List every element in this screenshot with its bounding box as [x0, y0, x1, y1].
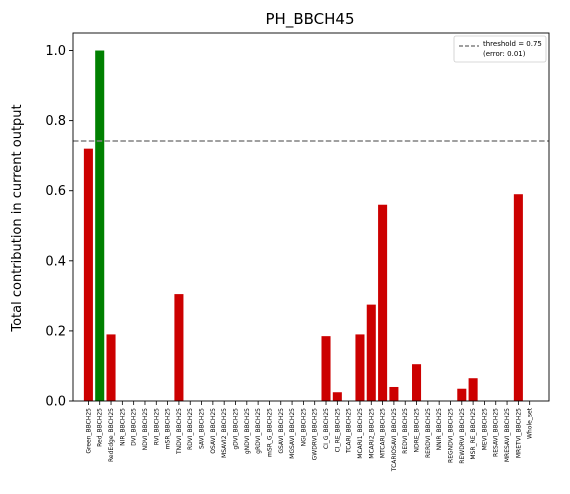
y-tick-label: 0.8	[45, 114, 66, 129]
bar-MCARI2_BBCH25	[366, 304, 376, 401]
x-tick-label: NDRE_BBCH25	[414, 408, 421, 453]
axes: 0.0 0.2 0.4 0.6 0.8 1.0 Green_BBCH25 Red_BBCH25…	[45, 32, 550, 472]
bar-TNDVI_BBCH25	[174, 294, 184, 401]
x-tick-label: Whole_set	[527, 407, 534, 439]
bar-Green_BBCH25	[83, 148, 93, 401]
bar-CI_RE_BBCH25	[332, 392, 342, 401]
plot-area	[83, 50, 523, 402]
bar-REWDRVI_BBCH25	[457, 388, 467, 401]
x-tick-label: CI_RE_BBCH25	[334, 408, 341, 453]
legend-box	[453, 35, 547, 63]
x-tick-label: RERDVI_BBCH25	[425, 408, 432, 458]
x-tick-label: MSAVI2_BBCH25	[221, 408, 228, 458]
x-tick-label: MCARI2_BBCH25	[368, 408, 375, 459]
legend: threshold = 0.75 (error: 0.01)	[453, 35, 547, 63]
x-tick-label: MTCARI_BBCH25	[380, 408, 387, 458]
bar-TCARIOSAVI_BBCH25	[389, 386, 399, 401]
x-tick-label: REGNDVI_BBCH25	[447, 408, 454, 463]
x-tick-label: RESAVI_BBCH25	[493, 408, 500, 457]
chart-title: PH_BBCH45	[266, 10, 355, 29]
x-tick-label: gNDVI_BBCH25	[244, 408, 251, 454]
x-tick-label: NNIR_BBCH25	[436, 408, 443, 451]
x-tick-label: GSAVI_BBCH25	[278, 408, 285, 454]
x-tick-label: gDVI_BBCH25	[233, 408, 240, 450]
axes-frame	[72, 32, 550, 402]
x-tick-label: MGSAVI_BBCH25	[289, 408, 296, 459]
y-tick-label: 0.0	[45, 395, 66, 410]
x-tick-label: RVI_BBCH25	[153, 408, 160, 445]
y-tick-label: 0.6	[45, 184, 66, 199]
x-tick-label: MRETVI_BBCH25	[515, 408, 522, 458]
x-tick-label: RDVI_BBCH25	[187, 408, 194, 450]
bar-MSR_RE_BBCH25	[468, 378, 478, 401]
x-tick-label: MRESAVI_BBCH25	[504, 408, 511, 462]
bar-RedEdge_BBCH25	[106, 334, 116, 401]
x-tick-label: MEVI_BBCH25	[481, 408, 488, 450]
bar-NDRE_BBCH25	[412, 364, 422, 401]
x-tick-label: TNDVI_BBCH25	[176, 408, 183, 455]
y-tick-label: 1.0	[45, 44, 66, 59]
x-tick-label: OSAVI_BBCH25	[210, 408, 217, 454]
y-axis-label: Total contribution in current output	[10, 104, 25, 332]
legend-error-label: (error: 0.01)	[483, 50, 526, 58]
x-tick-label: MCARI1_BBCH25	[357, 408, 364, 459]
x-tick-label: MSR_RE_BBCH25	[470, 408, 477, 460]
x-tick-label: NGI_BBCH25	[300, 408, 307, 447]
bar-MTCARI_BBCH25	[378, 204, 388, 401]
x-tick-label: mSR_G_BBCH25	[266, 408, 273, 457]
bar-MRETVI_BBCH25	[513, 194, 523, 401]
x-tick-label: RedEdge_BBCH25	[108, 408, 115, 462]
legend-label: threshold = 0.75	[483, 40, 542, 48]
y-tick-label: 0.4	[45, 254, 66, 269]
x-tick-label: REWDRVI_BBCH25	[459, 408, 466, 464]
bar-CI_G_BBCH25	[321, 336, 331, 401]
x-tick-label: TCARIOSAVI_BBCH25	[391, 408, 398, 472]
x-tick-label: gRDVI_BBCH25	[255, 408, 262, 454]
x-tick-label: Green_BBCH25	[85, 408, 92, 454]
x-tick-label: SAVI_BBCH25	[199, 408, 206, 449]
x-tick-label: REDVI_BBCH25	[402, 408, 409, 454]
x-tick-label: NDVI_BBCH25	[142, 408, 149, 451]
bar-MCARI1_BBCH25	[355, 334, 365, 401]
x-tick-label: mSR_BBCH25	[165, 408, 172, 449]
x-tick-label: CI_G_BBCH25	[323, 408, 330, 449]
x-tick-label: Red_BBCH25	[97, 408, 104, 447]
x-tick-label: NIR_BBCH25	[119, 408, 126, 446]
x-tick-label: TCARI_BBCH25	[346, 408, 353, 454]
bar-Red_BBCH25	[95, 50, 105, 402]
x-tick-label: DVI_BBCH25	[131, 408, 138, 446]
x-tick-label: GWDRVI_BBCH25	[312, 408, 319, 461]
y-tick-label: 0.2	[45, 324, 66, 339]
